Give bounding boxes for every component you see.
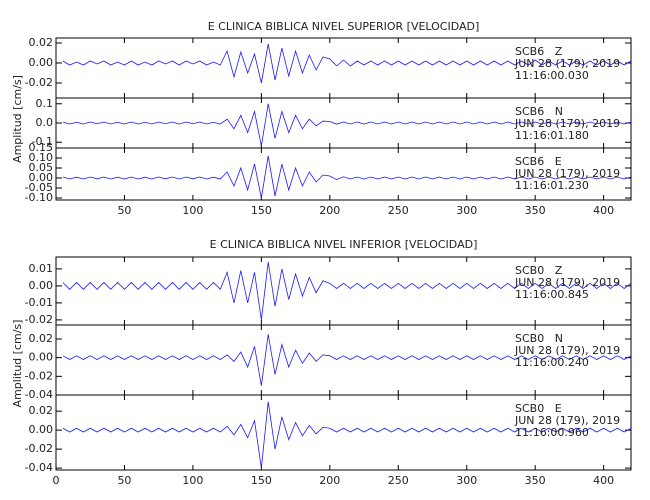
date-label: JUN 28 (179), 2019 [514,167,620,180]
waveform [62,334,632,386]
y-tick-label: 0.05 [29,161,54,174]
y-tick-label: 0.01 [29,262,54,275]
y-tick-label: 0.02 [29,404,54,417]
x-tick-label: 200 [319,474,340,487]
y-tick-label: -0.02 [25,442,53,455]
x-tick-label: 150 [251,204,272,217]
date-label: JUN 28 (179), 2019 [514,117,620,130]
x-tick-label: 250 [388,204,409,217]
y-tick-label: 0.02 [29,36,54,49]
subplot-frame [55,147,632,201]
y-tick-label: -0.05 [25,181,53,194]
time-label: 11:16:01.180 [515,129,589,142]
y-tick-label: -0.04 [25,388,53,401]
station-label: SCB0 Z [515,264,563,277]
x-tick-label: 100 [182,204,203,217]
date-label: JUN 28 (179), 2019 [514,344,620,357]
station-label: SCB6 Z [515,45,563,58]
y-tick-label: -0.02 [25,313,53,326]
x-tick-label: 0 [53,474,60,487]
x-tick-label: 200 [319,204,340,217]
time-label: 11:16:00.240 [515,356,589,369]
y-tick-label: 0.02 [29,332,54,345]
date-label: JUN 28 (179), 2019 [514,276,620,289]
time-label: 11:16:01.230 [515,179,589,192]
waveform [62,43,632,84]
x-tick-label: 50 [117,474,131,487]
station-label: SCB0 N [515,332,563,345]
x-tick-label: 400 [593,474,614,487]
y-tick-label: 0.00 [29,279,54,292]
waveform [62,155,632,199]
x-tick-label: 400 [593,204,614,217]
y-tick-label: -0.02 [25,76,53,89]
y-tick-label: 0.00 [29,56,54,69]
x-tick-label: 50 [117,204,131,217]
time-label: 11:16:00.030 [515,69,589,82]
panel-title: E CLINICA BIBLICA NIVEL INFERIOR [VELOCI… [210,238,478,251]
x-tick-label: 300 [456,204,477,217]
station-label: SCB6 N [515,105,563,118]
x-tick-label: 300 [456,474,477,487]
y-tick-label: 0.00 [29,171,54,184]
y-axis-label: Amplitud [cm/s] [11,75,24,163]
station-label: SCB6 E [515,155,562,168]
panel-title: E CLINICA BIBLICA NIVEL SUPERIOR [VELOCI… [208,20,480,33]
y-tick-label: -0.10 [25,191,53,204]
x-tick-label: 100 [182,474,203,487]
y-tick-label: -0.01 [25,296,53,309]
y-tick-label: 0.10 [29,151,54,164]
date-label: JUN 28 (179), 2019 [514,57,620,70]
y-tick-label: 0.15 [29,141,54,154]
waveform [62,262,632,320]
x-tick-label: 150 [251,474,272,487]
y-tick-label: -0.02 [25,369,53,382]
y-tick-label: 0.0 [36,116,54,129]
y-axis-label: Amplitud [cm/s] [11,320,24,408]
waveform [62,401,632,469]
y-tick-label: 0.00 [29,423,54,436]
waveform [62,103,632,147]
date-label: JUN 28 (179), 2019 [514,414,620,427]
station-label: SCB0 E [515,402,562,415]
x-tick-label: 350 [525,204,546,217]
x-tick-label: 350 [525,474,546,487]
time-label: 11:16:00.845 [515,288,589,301]
subplot-frame [55,394,632,471]
y-tick-label: -0.04 [25,461,53,474]
y-tick-label: 0.00 [29,351,54,364]
y-tick-label: -0.1 [32,135,53,148]
time-label: 11:16:00.960 [515,426,589,439]
y-tick-label: 0.1 [36,97,54,110]
x-tick-label: 250 [388,474,409,487]
